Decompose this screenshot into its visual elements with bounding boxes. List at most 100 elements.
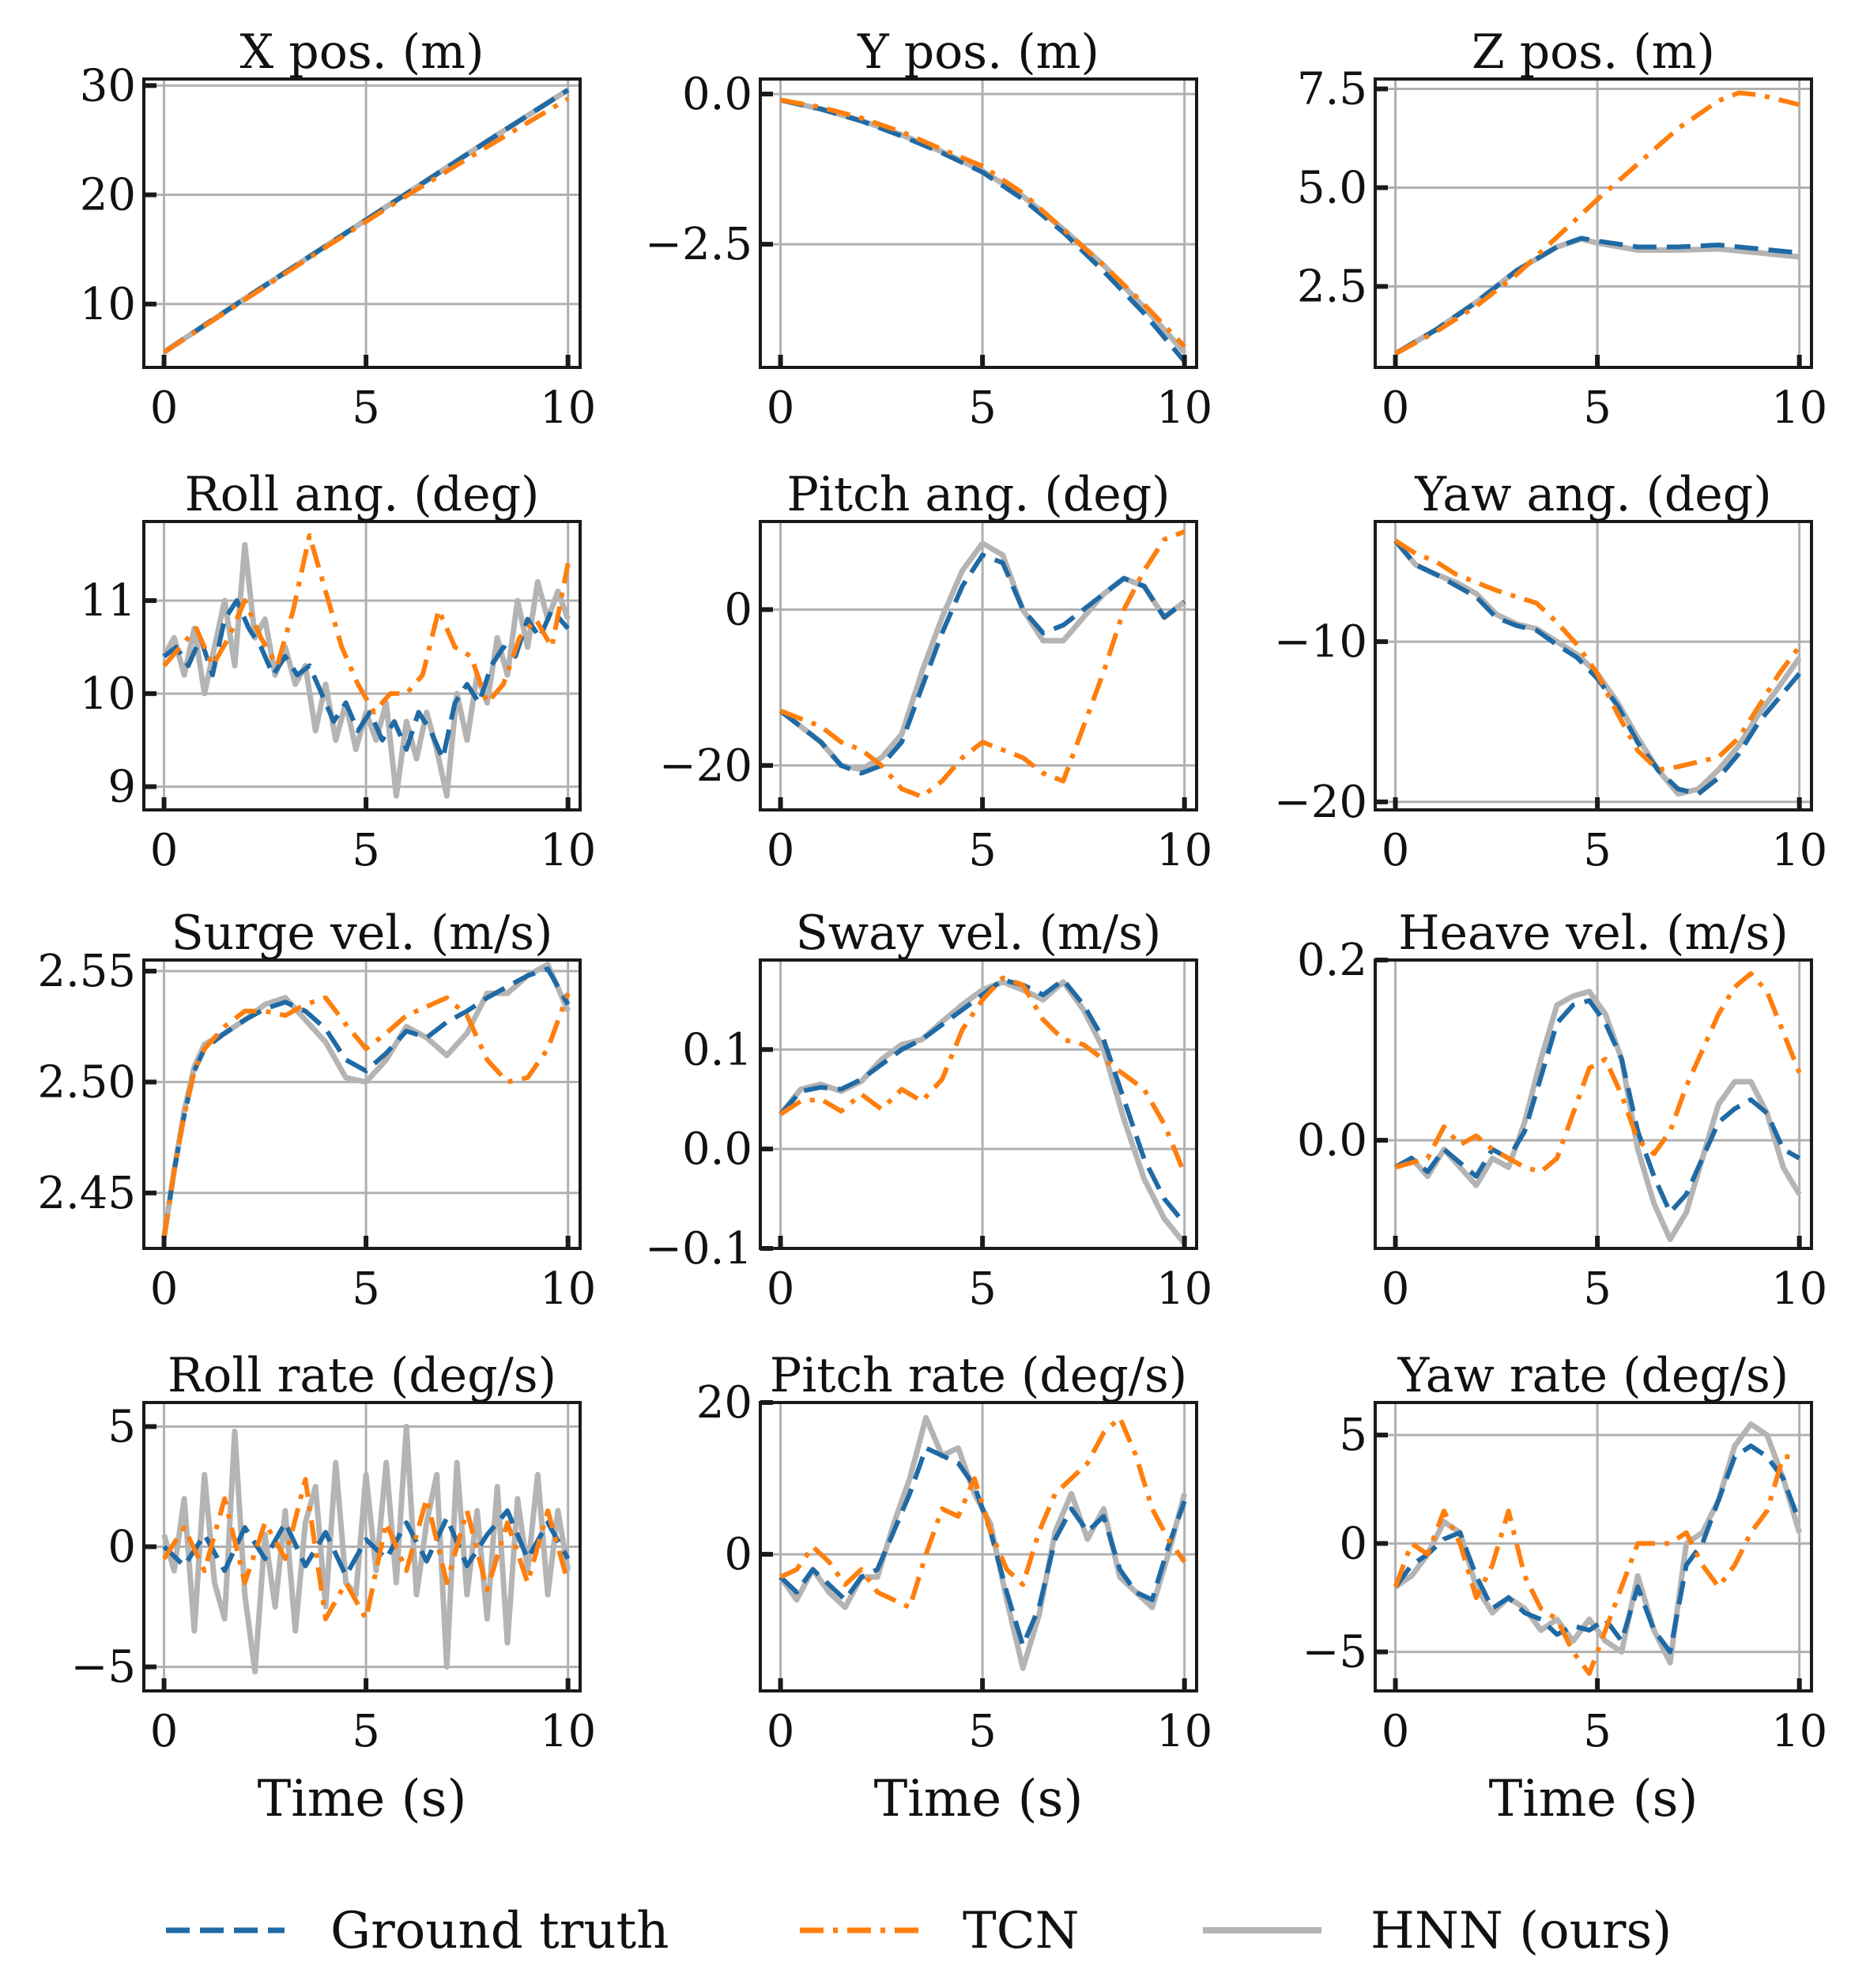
- y-tick-label: 2.55: [37, 946, 136, 997]
- series-line-ground-truth: [778, 552, 1186, 776]
- y-tick-label: 0.2: [1297, 935, 1367, 986]
- series-group: [778, 975, 1187, 1245]
- subplot-title: X pos. (m): [240, 24, 484, 80]
- subplot-title: Pitch rate (deg/s): [770, 1348, 1187, 1403]
- x-tick-label: 0: [1382, 1263, 1410, 1315]
- x-tick-label: 5: [1583, 382, 1612, 434]
- x-tick-label: 5: [968, 382, 997, 434]
- x-tick-label: 5: [1583, 1263, 1612, 1315]
- subplot-surge-vel-m-s: 0 5 10 2.45 2.50 2.55 Surge vel. (m/s): [37, 906, 596, 1315]
- series-line-ground-truth: [779, 97, 1186, 363]
- series-group: [161, 533, 571, 799]
- subplot-title: Pitch ang. (deg): [786, 467, 1170, 522]
- subplot-roll-ang-deg: 0 5 10 9 10 11 Roll ang. (deg): [80, 467, 597, 876]
- subplot-heave-vel-m-s: 0 5 10 0.0 0.2 Heave vel. (m/s): [1297, 906, 1827, 1315]
- y-tick-label: 7.5: [1297, 64, 1367, 115]
- x-tick-label: 5: [352, 1706, 380, 1757]
- subplot-title: Heave vel. (m/s): [1398, 906, 1789, 961]
- x-tick-label: 10: [1771, 1706, 1827, 1757]
- series-line-tcn: [779, 1415, 1187, 1610]
- x-tick-label: 5: [352, 382, 380, 434]
- series-line-ground-truth: [778, 977, 1187, 1226]
- series-group: [161, 1423, 571, 1675]
- subplot-yaw-rate-deg-s: 0 5 10 −5 0 5 Yaw rate (deg/s) Time (s): [1302, 1348, 1827, 1828]
- axes-frame: [1374, 520, 1813, 811]
- x-tick-label: 5: [352, 1263, 380, 1315]
- series-line-ground-truth: [1393, 1443, 1802, 1655]
- subplot-x-pos-m: 0 5 10 10 20 30 X pos. (m): [80, 24, 597, 434]
- y-tick-label: 2.50: [37, 1056, 136, 1108]
- subplot-y-pos-m: 0 5 10 0.0 −2.5 Y pos. (m): [645, 24, 1212, 434]
- y-tick-label: 20: [80, 170, 136, 221]
- x-tick-label: 10: [1156, 825, 1212, 876]
- series-line-tcn: [778, 975, 1187, 1175]
- subplot-title: Y pos. (m): [857, 24, 1099, 80]
- subplot-pitch-rate-deg-s: 0 5 10 0 20 Pitch rate (deg/s) Time (s): [696, 1348, 1213, 1828]
- series-line-tcn: [1393, 1454, 1800, 1676]
- y-tick-label: 0: [724, 1529, 752, 1580]
- axes-frame: [759, 1401, 1198, 1692]
- subplot-title: Sway vel. (m/s): [796, 906, 1162, 961]
- y-tick-label: 10: [80, 279, 136, 330]
- series-line-tcn: [162, 533, 571, 715]
- x-tick-label: 0: [1382, 825, 1410, 876]
- subplot-roll-rate-deg-s: 0 5 10 −5 0 5 Roll rate (deg/s) Time (s): [70, 1348, 596, 1828]
- legend: Ground truth TCN HNN (ours): [166, 1902, 1672, 1960]
- subplot-yaw-ang-deg: 0 5 10 −20 −10 Yaw ang. (deg): [1274, 467, 1827, 876]
- x-tick-label: 0: [150, 1706, 179, 1757]
- legend-label-tcn: TCN: [963, 1902, 1080, 1960]
- axes-frame: [142, 958, 582, 1250]
- y-tick-label: 0.0: [682, 69, 752, 120]
- subplot-title: Surge vel. (m/s): [172, 906, 553, 961]
- series-group: [161, 962, 571, 1238]
- y-tick-label: 20: [696, 1377, 752, 1429]
- x-tick-label: 10: [1156, 1263, 1212, 1315]
- series-line-tcn: [162, 96, 570, 355]
- series-group: [1393, 90, 1800, 356]
- x-tick-label: 5: [968, 1706, 997, 1757]
- axes-frame: [142, 77, 582, 369]
- y-tick-label: 9: [107, 762, 136, 813]
- axes-frame: [1374, 1401, 1813, 1692]
- series-group: [1393, 971, 1802, 1243]
- y-tick-label: −10: [1274, 616, 1367, 668]
- y-tick-label: −20: [659, 740, 752, 792]
- x-tick-label: 0: [767, 1263, 795, 1315]
- y-tick-label: 5.0: [1297, 163, 1367, 214]
- series-line-ground-truth: [161, 966, 571, 1238]
- series-line-ground-truth: [1394, 998, 1801, 1215]
- x-tick-label: 0: [150, 1263, 179, 1315]
- series-line-tcn: [1394, 90, 1800, 356]
- x-axis-label: Time (s): [258, 1770, 467, 1828]
- subplot-title: Z pos. (m): [1472, 24, 1715, 80]
- y-tick-label: 11: [80, 575, 136, 627]
- series-group: [778, 529, 1186, 800]
- subplot-title: Yaw rate (deg/s): [1397, 1348, 1789, 1403]
- series-group: [162, 87, 570, 355]
- series-group: [779, 97, 1187, 363]
- x-tick-label: 10: [1771, 825, 1827, 876]
- x-tick-label: 0: [767, 382, 795, 434]
- series-line-ground-truth: [162, 598, 570, 762]
- x-tick-label: 5: [352, 825, 380, 876]
- series-group: [1393, 538, 1802, 797]
- subplot-title: Roll ang. (deg): [185, 467, 540, 522]
- x-tick-label: 5: [968, 1263, 997, 1315]
- series-line-tcn: [1393, 538, 1802, 773]
- x-tick-label: 10: [540, 825, 596, 876]
- axes-frame: [1374, 958, 1813, 1250]
- y-tick-label: 0: [1339, 1518, 1367, 1569]
- x-tick-label: 10: [1771, 1263, 1827, 1315]
- series-group: [1393, 1421, 1803, 1676]
- y-tick-label: 0.0: [1297, 1115, 1367, 1166]
- x-tick-label: 5: [1583, 825, 1612, 876]
- axes-frame: [142, 520, 582, 811]
- series-line-tcn: [1394, 971, 1802, 1174]
- subplot-pitch-ang-deg: 0 5 10 −20 0 Pitch ang. (deg): [659, 467, 1212, 876]
- axes-frame: [759, 958, 1198, 1250]
- legend-label-hnn: HNN (ours): [1370, 1902, 1672, 1960]
- axes-frame: [1374, 77, 1813, 369]
- subplot-sway-vel-m-s: 0 5 10 −0.1 0.0 0.1 Sway vel. (m/s): [645, 906, 1212, 1315]
- y-tick-label: 30: [80, 60, 136, 111]
